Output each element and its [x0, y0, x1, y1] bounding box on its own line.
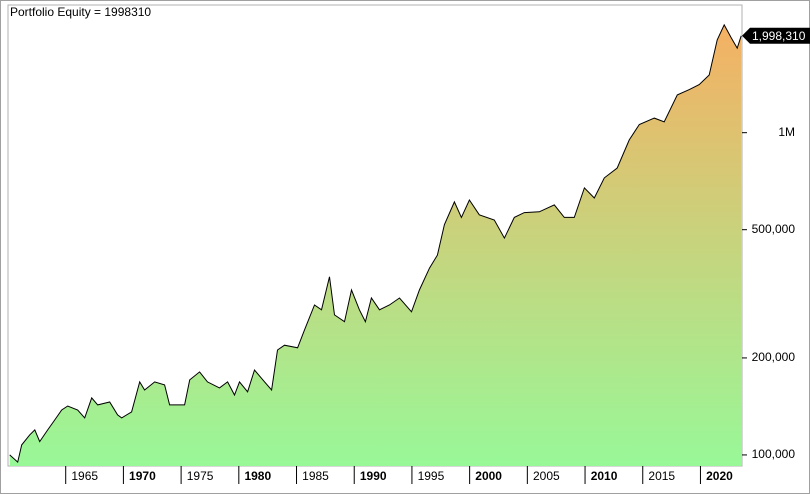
x-tick-label: 2010 — [591, 469, 618, 483]
x-tick-label: 1975 — [187, 469, 214, 483]
x-tick-label: 2005 — [533, 469, 560, 483]
equity-area — [9, 24, 742, 467]
x-tick-label: 2015 — [648, 469, 675, 483]
x-tick-label: 1980 — [244, 469, 271, 483]
y-tick-label: 500,000 — [752, 222, 796, 236]
y-tick-label: 1M — [778, 125, 795, 139]
last-value-label: 1,998,310 — [752, 29, 806, 43]
chart-title: Portfolio Equity = 1998310 — [10, 5, 151, 19]
x-tick-label: 1985 — [302, 469, 329, 483]
x-tick-label: 2000 — [475, 469, 502, 483]
equity-line — [9, 23, 742, 464]
last-value-tag — [742, 27, 810, 44]
x-tick-label: 1965 — [71, 469, 98, 483]
x-tick-label: 1995 — [418, 469, 445, 483]
x-tick-label: 1990 — [360, 469, 387, 483]
y-tick-label: 100,000 — [752, 447, 796, 461]
x-tick-label: 2020 — [706, 469, 733, 483]
x-tick-label: 1970 — [129, 469, 156, 483]
y-tick-label: 200,000 — [752, 350, 796, 364]
